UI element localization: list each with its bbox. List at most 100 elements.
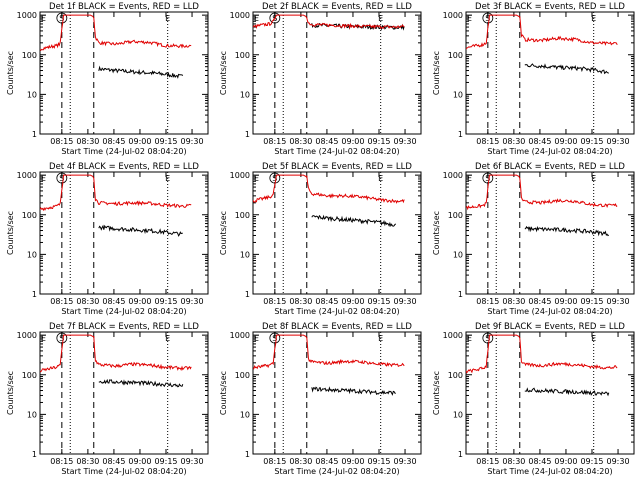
chart-title: Det 1f BLACK = Events, RED = LLD	[49, 2, 199, 12]
marker-e: E	[591, 334, 596, 343]
chart-title: Det 7f BLACK = Events, RED = LLD	[49, 322, 199, 332]
x-tick-label: 08:15	[476, 137, 499, 146]
x-tick-label: 09:00	[128, 457, 151, 466]
x-tick-label: 08:30	[76, 137, 99, 146]
x-tick-label: 09:30	[394, 297, 417, 306]
chart-panel-2: Det 2f BLACK = Events, RED = LLD 1 10 100 10…	[219, 2, 422, 156]
lld-series-line	[253, 334, 405, 370]
x-tick-label: 09:15	[580, 137, 603, 146]
x-tick-label: 08:15	[476, 457, 499, 466]
marker-circle	[269, 12, 281, 24]
y-tick-label: 1	[458, 290, 463, 299]
y-axis-label: Counts/sec	[219, 51, 228, 95]
x-tick-label: 09:30	[181, 457, 204, 466]
x-tick-label: 09:30	[394, 457, 417, 466]
y-tick-label: 10	[453, 90, 463, 99]
marker-s: S	[59, 334, 64, 343]
x-axis-label: Start Time (24-Jul-02 08:04:20)	[274, 307, 399, 316]
x-tick-label: 09:30	[607, 137, 630, 146]
events-series-line	[311, 386, 396, 396]
plot-frame	[252, 11, 422, 135]
plot-frame	[465, 11, 635, 135]
chart-panel-9: Det 9f BLACK = Events, RED = LLD 1 10 100 10…	[432, 322, 635, 476]
x-tick-label: 09:15	[154, 137, 177, 146]
marker-e: E	[467, 334, 472, 343]
chart-panel-5: Det 5f BLACK = Events, RED = LLD 1 10 100 10…	[219, 162, 422, 316]
plot-frame	[39, 171, 209, 295]
x-tick-label: 08:45	[102, 137, 125, 146]
marker-e: E	[41, 174, 46, 183]
plot-frame	[465, 331, 635, 455]
x-tick-label: 08:30	[76, 457, 99, 466]
plot-frame	[252, 331, 422, 455]
x-tick-label: 09:00	[341, 297, 364, 306]
x-tick-label: 08:15	[476, 297, 499, 306]
lld-series-line	[466, 174, 618, 211]
y-tick-label: 1000	[17, 11, 37, 20]
y-axis-label: Counts/sec	[432, 211, 441, 255]
y-tick-label: 10	[453, 410, 463, 419]
x-tick-label: 08:30	[502, 137, 525, 146]
x-tick-label: 08:45	[315, 297, 338, 306]
marker-s: S	[272, 174, 277, 183]
marker-s: S	[59, 174, 64, 183]
y-tick-label: 1000	[443, 171, 463, 180]
x-tick-label: 09:00	[341, 457, 364, 466]
x-tick-label: 09:00	[554, 297, 577, 306]
x-tick-label: 09:00	[341, 137, 364, 146]
x-tick-label: 09:30	[181, 137, 204, 146]
chart-title: Det 9f BLACK = Events, RED = LLD	[475, 322, 625, 332]
events-series-line	[98, 378, 184, 388]
marker-circle	[482, 172, 494, 184]
chart-panel-1: Det 1f BLACK = Events, RED = LLD 1 10 100 10…	[6, 2, 209, 156]
events-series-line	[524, 387, 610, 397]
marker-s: S	[485, 14, 490, 23]
y-tick-label: 1000	[17, 331, 37, 340]
x-axis-label: Start Time (24-Jul-02 08:04:20)	[274, 147, 399, 156]
x-tick-label: 09:30	[607, 457, 630, 466]
x-axis-label: Start Time (24-Jul-02 08:04:20)	[274, 467, 399, 476]
lld-series-line	[40, 334, 192, 373]
events-series-line	[524, 225, 610, 237]
marker-s: S	[485, 334, 490, 343]
marker-e: E	[591, 174, 596, 183]
y-tick-label: 100	[235, 211, 250, 220]
x-tick-label: 08:30	[502, 297, 525, 306]
y-axis-label: Counts/sec	[6, 371, 15, 415]
x-tick-label: 09:15	[367, 297, 390, 306]
y-tick-label: 1	[32, 130, 37, 139]
y-tick-label: 1	[245, 290, 250, 299]
y-tick-label: 100	[235, 371, 250, 380]
marker-e: E	[467, 14, 472, 23]
x-axis-label: Start Time (24-Jul-02 08:04:20)	[487, 467, 612, 476]
marker-e: E	[165, 334, 170, 343]
y-tick-label: 100	[22, 51, 37, 60]
x-axis-label: Start Time (24-Jul-02 08:04:20)	[487, 147, 612, 156]
marker-circle	[56, 332, 68, 344]
plot-frame	[39, 11, 209, 135]
x-tick-label: 09:00	[128, 137, 151, 146]
marker-e: E	[467, 174, 472, 183]
x-tick-label: 08:30	[502, 457, 525, 466]
x-tick-label: 08:45	[315, 137, 338, 146]
chart-panel-7: Det 7f BLACK = Events, RED = LLD 1 10 100 10…	[6, 322, 209, 476]
y-tick-label: 1	[458, 450, 463, 459]
x-tick-label: 08:15	[263, 297, 286, 306]
marker-e: E	[41, 14, 46, 23]
chart-title: Det 3f BLACK = Events, RED = LLD	[475, 2, 625, 12]
marker-e: E	[165, 174, 170, 183]
events-series-line	[98, 65, 184, 79]
y-axis-label: Counts/sec	[219, 371, 228, 415]
y-tick-label: 1000	[230, 171, 250, 180]
chart-title: Det 5f BLACK = Events, RED = LLD	[262, 162, 412, 172]
marker-circle	[482, 12, 494, 24]
lld-series-line	[253, 14, 405, 30]
events-series-line	[524, 63, 609, 75]
x-tick-label: 08:30	[289, 457, 312, 466]
y-axis-label: Counts/sec	[432, 371, 441, 415]
marker-circle	[269, 332, 281, 344]
y-tick-label: 100	[22, 371, 37, 380]
x-tick-label: 08:30	[76, 297, 99, 306]
x-tick-label: 09:30	[394, 137, 417, 146]
y-tick-label: 10	[27, 250, 37, 259]
